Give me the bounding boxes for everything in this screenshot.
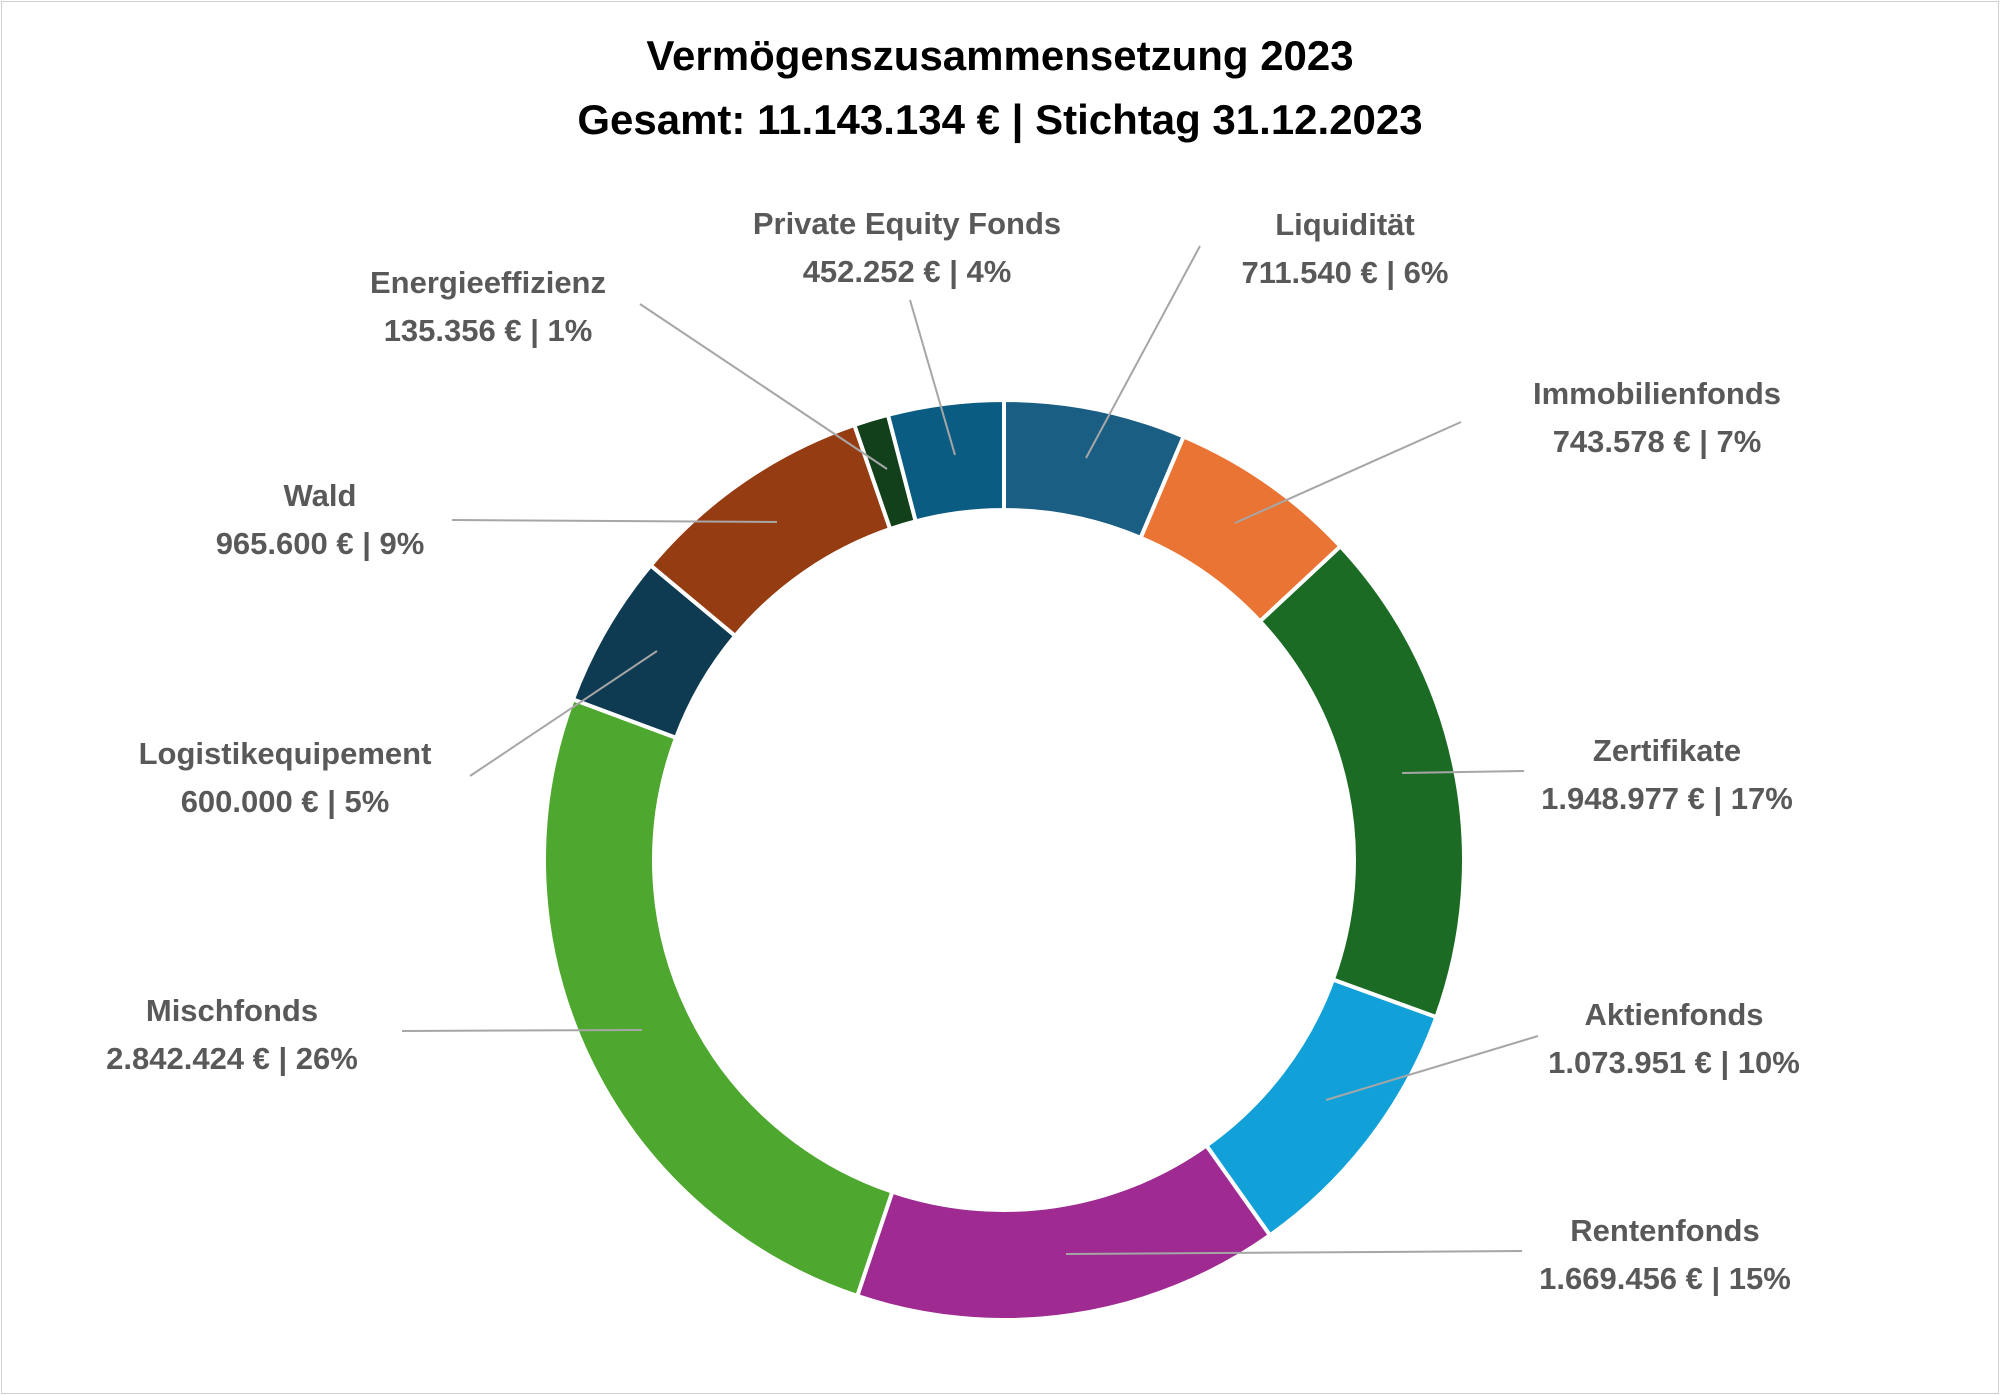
label-value-immobilienfonds: 743.578 € | 7% (1553, 424, 1762, 459)
label-value-liquiditaet: 711.540 € | 6% (1242, 255, 1449, 290)
slice-private-equity-fonds (885, 397, 1006, 524)
label-name-energieeffizienz: Energieeffizienz (370, 265, 606, 300)
leader-line-zertifikate (1401, 770, 1525, 774)
label-name-aktienfonds: Aktienfonds (1584, 997, 1763, 1032)
donut-slices (542, 397, 1466, 1322)
slice-mischfonds (542, 696, 895, 1299)
label-value-logistikequipement: 600.000 € | 5% (181, 784, 390, 819)
label-name-wald: Wald (284, 478, 357, 513)
label-name-rentenfonds: Rentenfonds (1570, 1213, 1759, 1248)
leader-line-rentenfonds (1065, 1250, 1523, 1255)
label-value-zertifikate: 1.948.977 € | 17% (1541, 781, 1793, 816)
leader-line-logistikequipement (469, 650, 658, 777)
label-name-mischfonds: Mischfonds (146, 993, 318, 1028)
leader-lines (401, 245, 1539, 1255)
label-value-energieeffizienz: 135.356 € | 1% (384, 313, 593, 348)
label-value-private-equity-fonds: 452.252 € | 4% (803, 254, 1012, 289)
label-value-wald: 965.600 € | 9% (216, 526, 425, 561)
label-name-private-equity-fonds: Private Equity Fonds (753, 206, 1061, 241)
leader-line-mischfonds (401, 1029, 643, 1032)
chart-title: Vermögenszusammensetzung 2023 (646, 32, 1354, 79)
leader-line-energieeffizienz (639, 303, 888, 470)
leader-line-aktienfonds (1325, 1035, 1539, 1101)
leader-line-liquiditaet (1085, 245, 1201, 459)
leader-line-wald (451, 519, 778, 523)
data-labels: Liquidität 711.540 € | 6% Immobilienfonds 7… (106, 206, 1800, 1296)
chart-subtitle: Gesamt: 11.143.134 € | Stichtag 31.12.20… (577, 96, 1423, 143)
label-value-mischfonds: 2.842.424 € | 26% (106, 1041, 358, 1076)
label-name-immobilienfonds: Immobilienfonds (1533, 376, 1781, 411)
label-name-logistikequipement: Logistikequipement (139, 736, 432, 771)
leader-line-private-equity-fonds (909, 299, 956, 456)
slice-zertifikate (1257, 543, 1466, 1020)
label-value-aktienfonds: 1.073.951 € | 10% (1548, 1045, 1800, 1080)
label-name-zertifikate: Zertifikate (1593, 733, 1741, 768)
leader-line-immobilienfonds (1234, 421, 1462, 524)
label-name-liquiditaet: Liquidität (1275, 207, 1414, 242)
label-value-rentenfonds: 1.669.456 € | 15% (1539, 1261, 1791, 1296)
slice-rentenfonds (854, 1142, 1273, 1322)
